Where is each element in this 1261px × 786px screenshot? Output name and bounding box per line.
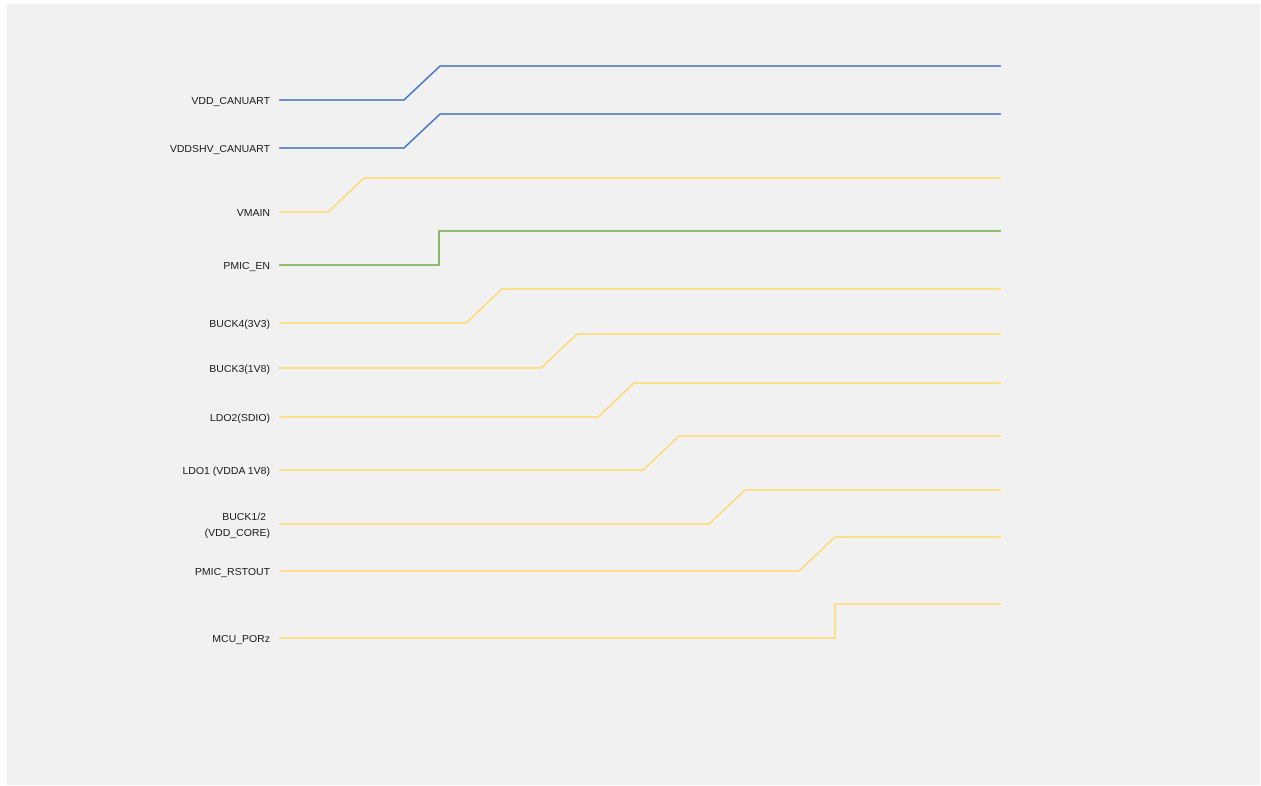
signal-ldo1: LDO1 (VDDA 1V8): [182, 435, 1001, 477]
label-buck3: BUCK3(1V8): [209, 363, 270, 375]
signal-vmain: VMAIN: [237, 177, 1001, 219]
signal-buck4: BUCK4(3V3): [209, 288, 1001, 330]
label-mcu-porz: MCU_PORz: [212, 633, 270, 645]
label-buck12: BUCK1/2 (VDD_CORE): [205, 511, 270, 539]
label-vddshv-canuart: VDDSHV_CANUART: [170, 143, 271, 155]
label-ldo1: LDO1 (VDDA 1V8): [182, 465, 270, 477]
signal-ldo2: LDO2(SDIO): [210, 382, 1001, 424]
waveform-vmain: [279, 177, 1001, 213]
label-vmain: VMAIN: [237, 207, 270, 219]
waveform-pmic-en: [279, 230, 1001, 266]
waveform-buck4: [279, 288, 1001, 324]
label-pmic-rstout: PMIC_RSTOUT: [195, 566, 271, 578]
waveform-pmic-rstout: [279, 536, 1001, 572]
waveform-buck3: [279, 333, 1001, 369]
diagram-background: [7, 4, 1260, 785]
waveform-buck12: [279, 489, 1001, 525]
waveform-mcu-porz: [279, 603, 1001, 639]
label-vdd-canuart: VDD_CANUART: [191, 95, 270, 107]
label-buck4: BUCK4(3V3): [209, 318, 270, 330]
signal-vddshv-canuart: VDDSHV_CANUART: [170, 113, 1001, 155]
signal-pmic-en: PMIC_EN: [223, 230, 1001, 272]
waveform-vddshv-canuart: [279, 113, 1001, 149]
signal-buck3: BUCK3(1V8): [209, 333, 1001, 375]
signal-vdd-canuart: VDD_CANUART: [191, 65, 1001, 107]
label-ldo2: LDO2(SDIO): [210, 412, 270, 424]
signal-buck12: BUCK1/2 (VDD_CORE): [205, 489, 1001, 539]
signal-mcu-porz: MCU_PORz: [212, 603, 1001, 645]
label-pmic-en: PMIC_EN: [223, 260, 270, 272]
waveform-vdd-canuart: [279, 65, 1001, 101]
waveform-ldo1: [279, 435, 1001, 471]
waveform-ldo2: [279, 382, 1001, 418]
signal-pmic-rstout: PMIC_RSTOUT: [195, 536, 1001, 578]
